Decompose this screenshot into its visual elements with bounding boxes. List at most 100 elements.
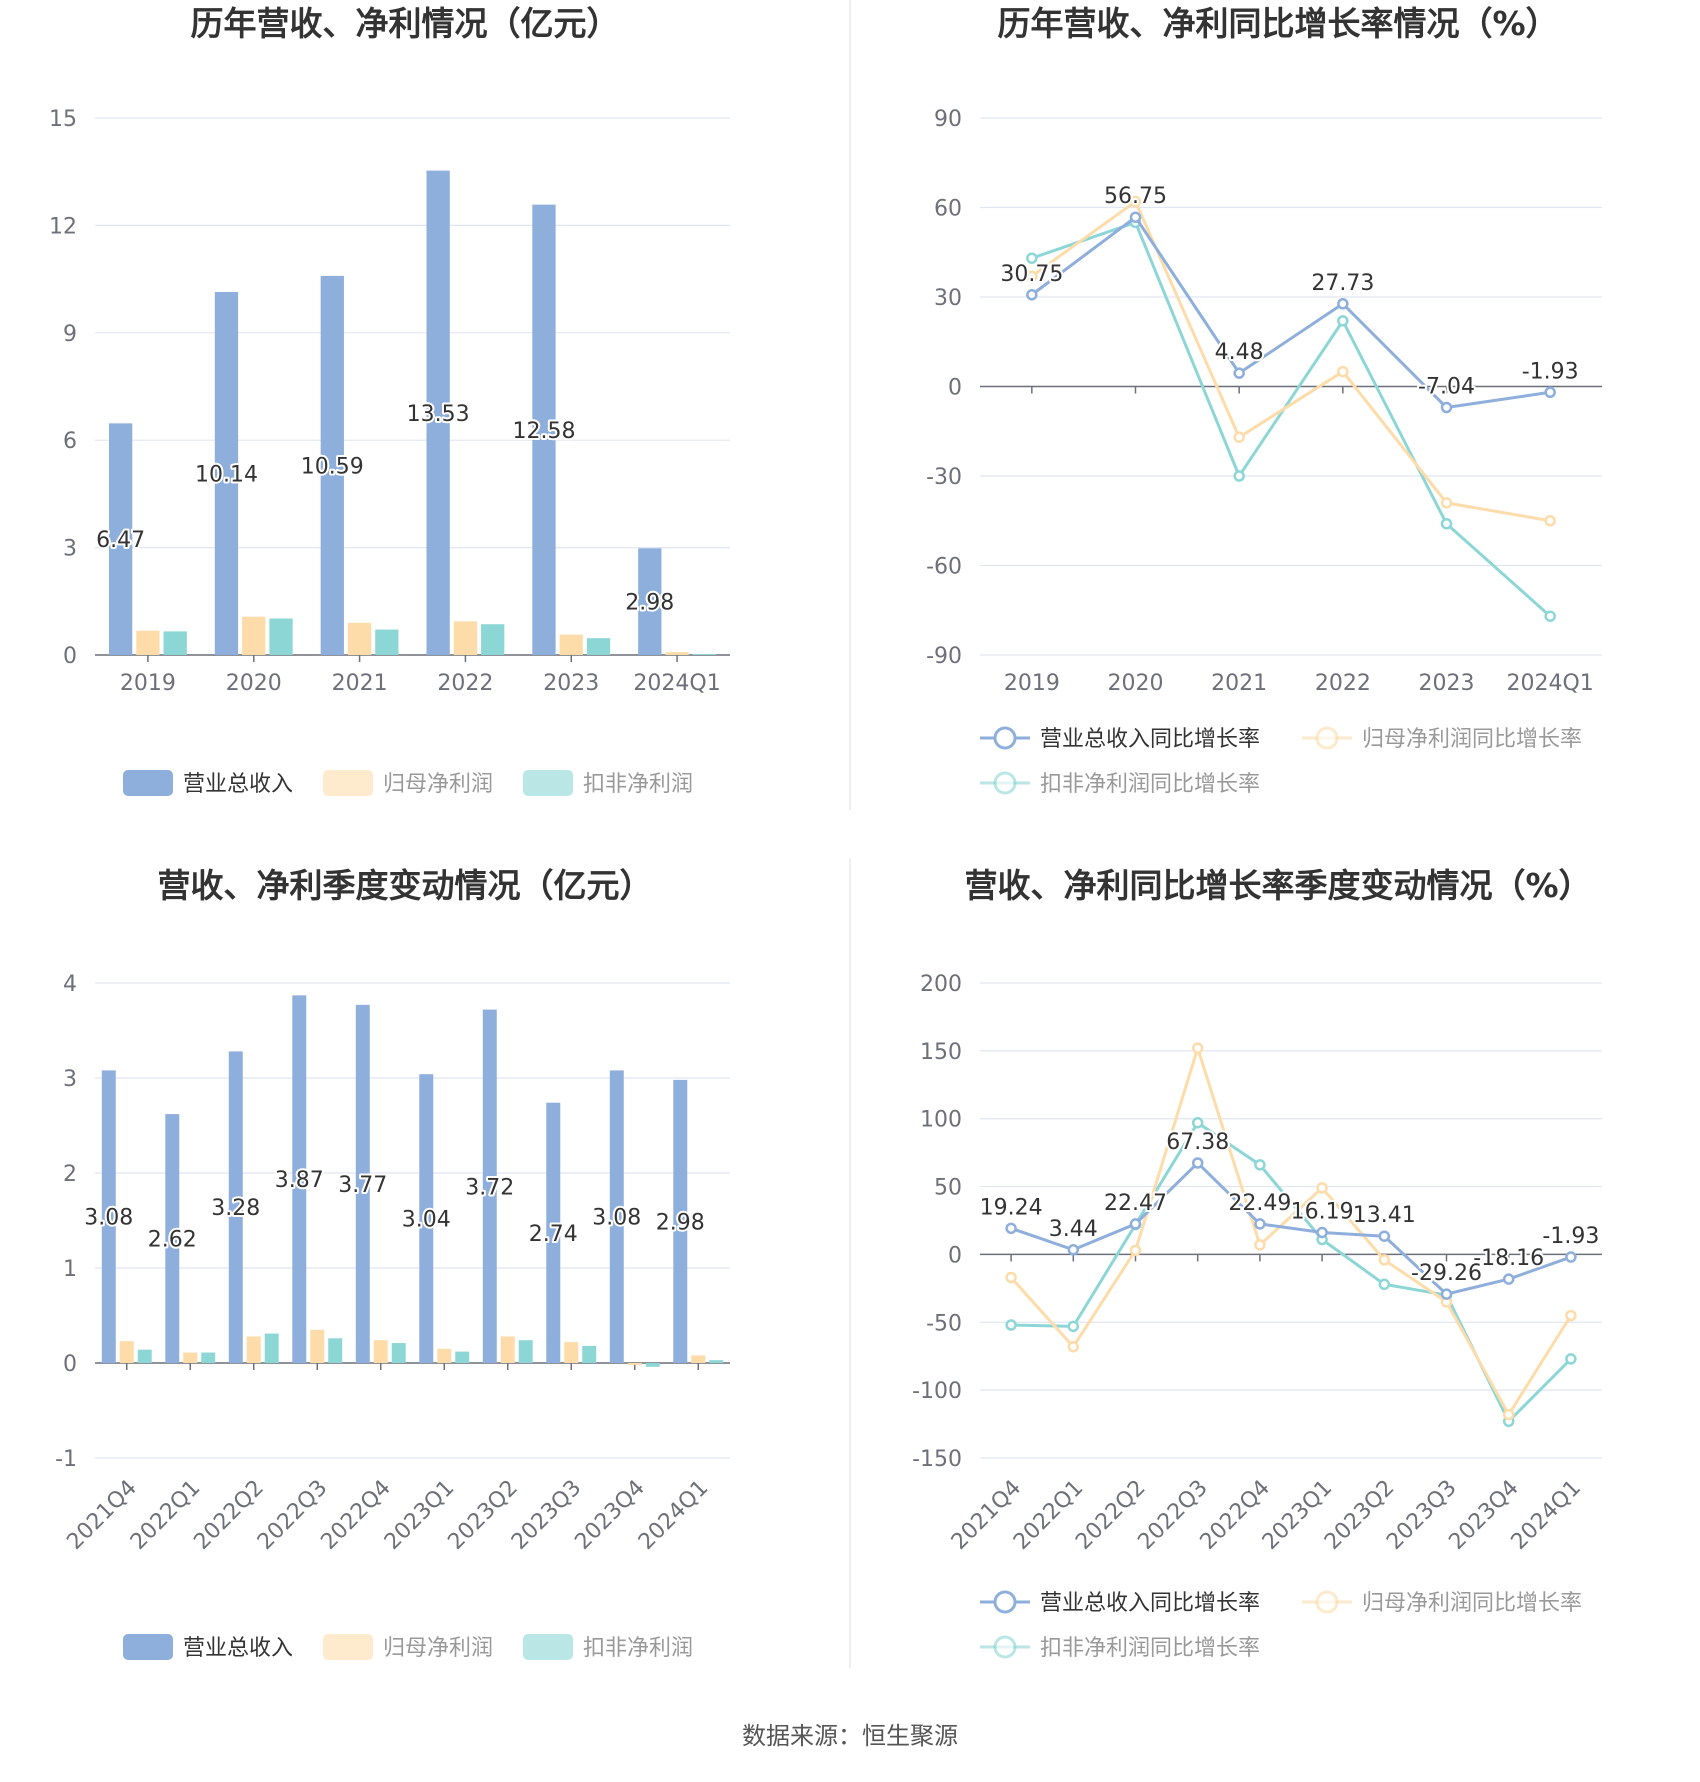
y-tick-label: 0 bbox=[63, 644, 77, 669]
chart-quarterly-amount: 营收、净利季度变动情况（亿元）43210-12021Q42022Q12022Q2… bbox=[55, 866, 730, 1661]
data-label: 2.74 bbox=[529, 1222, 578, 1247]
bar bbox=[183, 1352, 198, 1363]
data-point bbox=[1191, 1157, 1204, 1169]
y-tick-label: -1 bbox=[55, 1447, 77, 1472]
data-point bbox=[1233, 431, 1245, 443]
legend-item: 营业总收入 bbox=[123, 770, 293, 797]
x-axis: 2019 2020 2021 2022 2023 2024Q1 bbox=[1004, 386, 1594, 696]
data-point bbox=[1254, 1159, 1266, 1171]
y-tick-label: -50 bbox=[926, 1311, 962, 1336]
data-label: 2.98 bbox=[656, 1210, 705, 1235]
y-axis: 200 150 100 50 0 -50 -100 -150 bbox=[912, 972, 1602, 1472]
bar bbox=[426, 170, 450, 655]
legend-item: 归母净利润同比增长率 bbox=[1302, 726, 1582, 752]
x-tick-label: 2023Q1 bbox=[380, 1475, 459, 1554]
legend-item: 营业总收入 bbox=[123, 1634, 293, 1661]
data-label: 27.73 bbox=[1311, 271, 1374, 296]
data-label: 6.47 bbox=[96, 528, 145, 553]
x-tick-label: 2022Q2 bbox=[189, 1475, 268, 1554]
data-point bbox=[1026, 270, 1038, 282]
legend-item: 归母净利润 bbox=[323, 1634, 493, 1661]
legend-marker bbox=[993, 1635, 1017, 1659]
series-1 bbox=[108, 170, 662, 656]
bar bbox=[292, 995, 307, 1363]
bar bbox=[375, 629, 399, 655]
legend-marker bbox=[1315, 1590, 1339, 1614]
series-3 bbox=[137, 1333, 724, 1367]
legend-swatch bbox=[323, 1634, 373, 1660]
x-tick-label: 2021 bbox=[1211, 671, 1267, 696]
y-tick-label: -90 bbox=[926, 644, 962, 669]
bar bbox=[609, 1070, 624, 1363]
series-2 bbox=[136, 616, 689, 655]
legend-item: 扣非净利润同比增长率 bbox=[980, 1635, 1260, 1661]
data-point bbox=[1067, 1244, 1080, 1256]
bar bbox=[214, 291, 239, 655]
data-label: 3.72 bbox=[465, 1175, 514, 1200]
x-tick-label: 2023 bbox=[543, 671, 599, 696]
data-point bbox=[1191, 1042, 1204, 1054]
bar bbox=[201, 1352, 216, 1363]
legend-label: 归母净利润 bbox=[383, 1636, 493, 1661]
bar bbox=[559, 634, 583, 655]
x-tick-label: 2024Q1 bbox=[1507, 671, 1594, 696]
x-tick-label: 2023Q2 bbox=[443, 1475, 522, 1554]
legend-label: 归母净利润同比增长率 bbox=[1362, 1591, 1582, 1616]
y-tick-label: 4 bbox=[63, 972, 77, 997]
data-label: 22.47 bbox=[1104, 1191, 1167, 1216]
bar bbox=[165, 1114, 180, 1363]
data-point bbox=[1067, 1320, 1080, 1333]
data-point bbox=[1544, 610, 1556, 622]
series-1 bbox=[1026, 211, 1556, 414]
series-line bbox=[1030, 200, 1551, 523]
data-label: 13.53 bbox=[407, 402, 470, 427]
series-line bbox=[1030, 215, 1551, 410]
x-tick-label: 2024Q1 bbox=[633, 671, 720, 696]
data-point bbox=[1378, 1278, 1391, 1291]
data-point bbox=[1005, 1222, 1017, 1235]
bar bbox=[645, 1363, 660, 1367]
data-point bbox=[1129, 1218, 1142, 1230]
series-3 bbox=[1026, 216, 1556, 622]
bar bbox=[481, 624, 505, 655]
data-point bbox=[1565, 1353, 1577, 1365]
chart-title: 历年营收、净利情况（亿元） bbox=[191, 4, 620, 43]
x-tick-label: 2022Q1 bbox=[126, 1475, 205, 1554]
x-tick-label: 2023Q4 bbox=[570, 1475, 649, 1554]
data-point bbox=[1440, 1288, 1453, 1300]
legend-marker bbox=[993, 1590, 1017, 1614]
data-point bbox=[1544, 515, 1556, 527]
data-point bbox=[1440, 497, 1453, 509]
data-label: 4.48 bbox=[1215, 340, 1264, 365]
legend-label: 归母净利润同比增长率 bbox=[1362, 727, 1582, 752]
legend-label: 扣非净利润 bbox=[583, 772, 693, 797]
legend-label: 营业总收入 bbox=[183, 1636, 293, 1661]
legend: 营业总收入 归母净利润 扣非净利润 bbox=[123, 1634, 693, 1661]
y-tick-label: 90 bbox=[934, 107, 962, 132]
x-tick-label: 2020 bbox=[226, 671, 282, 696]
series-2 bbox=[119, 1329, 706, 1365]
x-axis: 2021Q42022Q12022Q22022Q32022Q42023Q12023… bbox=[62, 1363, 713, 1555]
chart-quarterly-growth: 营收、净利同比增长率季度变动情况（%） 200 150 100 50 0 -50 -100 -1… bbox=[912, 866, 1602, 1661]
data-labels: 3.08 2.62 3.28 3.87 3.77 3.04 3.72 2.74 3.08 2.98 bbox=[82, 1166, 706, 1254]
legend-marker bbox=[993, 726, 1017, 750]
data-label: 3.08 bbox=[592, 1206, 641, 1231]
bar bbox=[419, 1074, 434, 1363]
legend: 营业总收入 归母净利润 扣非净利润 bbox=[123, 770, 693, 797]
data-label: 3.08 bbox=[84, 1206, 133, 1231]
legend-item: 扣非净利润 bbox=[523, 770, 693, 797]
chart-annual-amount: 历年营收、净利情况（亿元） 15 12 9 6 3 0 2019 2020 2021 2022 202… bbox=[49, 4, 730, 797]
legend-label: 营业总收入同比增长率 bbox=[1040, 1591, 1260, 1616]
bar bbox=[453, 621, 478, 655]
bar bbox=[228, 1051, 243, 1363]
x-tick-label: 2022Q4 bbox=[316, 1475, 395, 1554]
data-label: 2.98 bbox=[625, 591, 674, 616]
legend-item: 归母净利润 bbox=[323, 770, 493, 797]
data-point bbox=[1337, 315, 1349, 327]
y-axis: 15 12 9 6 3 0 bbox=[49, 107, 730, 669]
series-line bbox=[1010, 1161, 1572, 1296]
data-label: 30.75 bbox=[1000, 262, 1063, 287]
